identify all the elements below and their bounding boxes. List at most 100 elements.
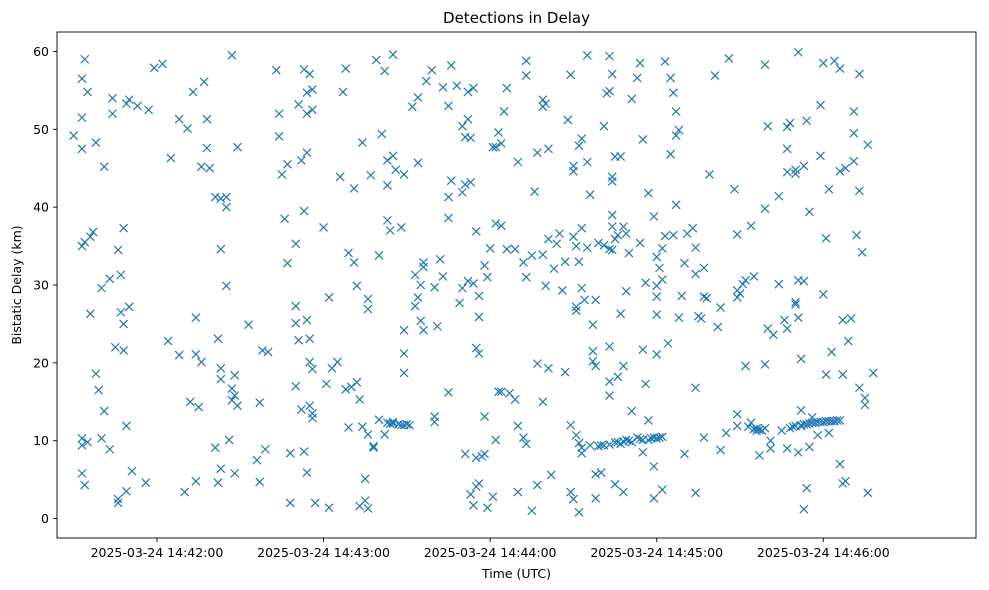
data-point-marker bbox=[571, 241, 581, 251]
data-point-marker bbox=[121, 486, 131, 496]
data-point-marker bbox=[308, 85, 317, 95]
data-point-marker bbox=[482, 272, 492, 282]
data-point-marker bbox=[296, 156, 306, 165]
data-point-marker bbox=[310, 498, 320, 508]
data-point-marker bbox=[260, 444, 270, 454]
data-point-marker bbox=[469, 500, 478, 510]
data-point-marker bbox=[852, 230, 862, 240]
data-point-marker bbox=[430, 282, 440, 292]
data-point-marker bbox=[638, 135, 648, 144]
data-point-marker bbox=[813, 430, 823, 440]
data-point-marker bbox=[680, 449, 689, 459]
data-point-marker bbox=[741, 361, 750, 371]
data-point-marker bbox=[699, 263, 709, 273]
data-point-marker bbox=[391, 165, 401, 175]
data-point-marker bbox=[480, 412, 489, 421]
data-point-marker bbox=[280, 214, 290, 224]
data-point-marker bbox=[432, 321, 442, 331]
data-point-marker bbox=[471, 453, 481, 463]
data-point-marker bbox=[552, 239, 562, 249]
data-point-marker bbox=[382, 156, 392, 165]
data-point-marker bbox=[791, 297, 800, 307]
y-axis-label: Bistatic Delay (km) bbox=[9, 225, 24, 344]
data-point-marker bbox=[469, 83, 478, 93]
data-point-marker bbox=[452, 81, 462, 91]
data-point-marker bbox=[782, 444, 792, 453]
data-point-marker bbox=[455, 298, 465, 308]
data-point-marker bbox=[571, 306, 581, 316]
data-point-marker bbox=[463, 276, 473, 286]
data-point-marker bbox=[577, 223, 587, 233]
data-point-marker bbox=[652, 252, 662, 262]
data-point-marker bbox=[302, 88, 312, 98]
data-point-marker bbox=[194, 402, 204, 412]
data-point-marker bbox=[410, 270, 420, 280]
data-point-marker bbox=[521, 272, 531, 282]
data-point-marker bbox=[127, 466, 137, 476]
data-point-marker bbox=[632, 73, 642, 83]
data-point-marker bbox=[843, 336, 853, 346]
data-point-marker bbox=[446, 176, 456, 186]
data-point-marker bbox=[294, 335, 303, 345]
data-point-marker bbox=[419, 325, 428, 335]
data-point-marker bbox=[663, 338, 673, 348]
data-point-marker bbox=[691, 488, 701, 498]
data-point-marker bbox=[202, 143, 212, 153]
data-point-marker bbox=[791, 300, 800, 309]
data-point-marker bbox=[643, 188, 653, 198]
data-point-marker bbox=[799, 504, 809, 514]
data-point-marker bbox=[285, 448, 295, 458]
data-point-marker bbox=[749, 272, 759, 281]
data-point-marker bbox=[344, 423, 353, 432]
data-point-marker bbox=[388, 151, 398, 161]
data-point-marker bbox=[399, 325, 409, 335]
data-point-marker bbox=[121, 421, 131, 431]
data-point-marker bbox=[730, 184, 739, 194]
data-point-marker bbox=[532, 359, 542, 369]
data-point-marker bbox=[488, 492, 498, 502]
data-point-marker bbox=[580, 295, 589, 305]
data-point-marker bbox=[671, 106, 681, 116]
data-point-marker bbox=[818, 58, 828, 68]
data-point-marker bbox=[585, 440, 595, 450]
data-point-marker bbox=[824, 184, 834, 194]
data-point-marker bbox=[521, 439, 531, 449]
data-point-marker bbox=[352, 377, 362, 387]
data-point-marker bbox=[652, 310, 662, 320]
data-point-marker bbox=[671, 131, 681, 140]
data-point-marker bbox=[466, 489, 476, 499]
data-point-marker bbox=[94, 385, 104, 395]
data-point-marker bbox=[671, 200, 681, 210]
data-point-marker bbox=[116, 307, 126, 317]
data-point-marker bbox=[610, 437, 620, 447]
data-point-marker bbox=[196, 162, 206, 172]
data-point-marker bbox=[363, 430, 373, 439]
data-point-marker bbox=[521, 71, 531, 81]
data-point-marker bbox=[530, 187, 539, 197]
data-point-marker bbox=[699, 292, 709, 302]
y-tick-label: 30 bbox=[33, 278, 49, 293]
data-point-marker bbox=[766, 436, 775, 446]
data-point-marker bbox=[255, 398, 265, 407]
data-point-marker bbox=[496, 138, 506, 148]
data-point-marker bbox=[802, 116, 812, 126]
data-point-marker bbox=[80, 54, 90, 64]
data-point-marker bbox=[174, 350, 184, 360]
data-point-marker bbox=[502, 244, 512, 254]
data-point-marker bbox=[227, 50, 237, 60]
data-point-marker bbox=[827, 347, 837, 357]
data-point-marker bbox=[574, 257, 584, 267]
data-point-marker bbox=[444, 192, 453, 202]
data-point-marker bbox=[438, 272, 448, 281]
data-point-marker bbox=[513, 487, 523, 497]
data-point-marker bbox=[582, 50, 592, 60]
data-point-marker bbox=[763, 121, 773, 131]
data-point-marker bbox=[469, 279, 478, 288]
data-point-marker bbox=[860, 400, 870, 410]
data-point-marker bbox=[635, 434, 645, 444]
data-point-marker bbox=[657, 243, 667, 253]
data-point-marker bbox=[188, 87, 198, 97]
data-point-marker bbox=[363, 503, 373, 513]
data-point-marker bbox=[80, 480, 90, 490]
